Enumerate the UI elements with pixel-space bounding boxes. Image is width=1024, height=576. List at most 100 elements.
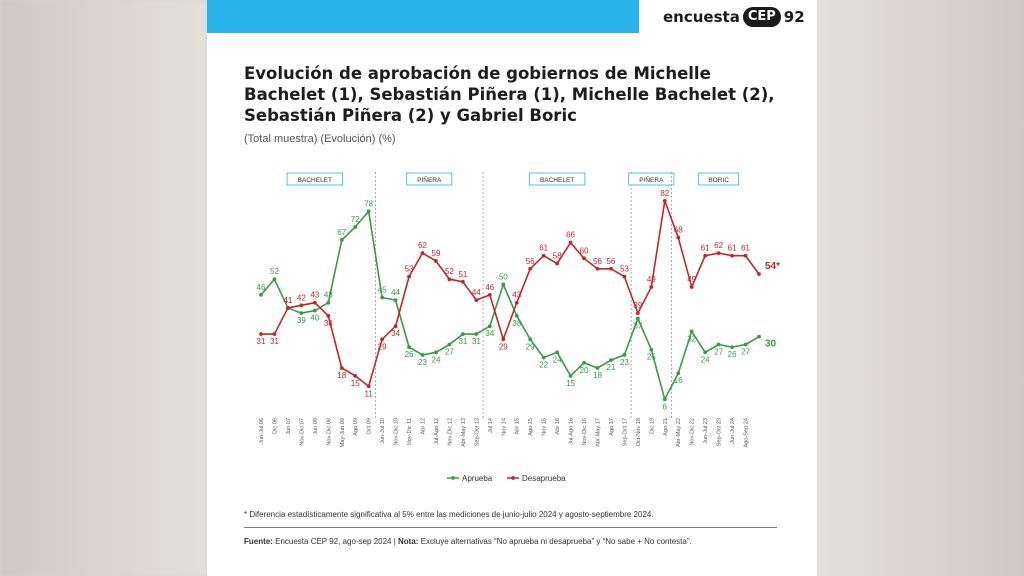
legend-swatch-point xyxy=(511,476,515,480)
aprueba-point xyxy=(622,353,627,357)
x-tick-label: Nov 15 xyxy=(542,418,548,436)
background-left xyxy=(0,0,207,576)
aprueba-data-label: 32 xyxy=(687,334,696,343)
desaprueba-point xyxy=(743,253,748,258)
desaprueba-point xyxy=(528,266,533,271)
aprueba-point xyxy=(757,334,761,339)
desaprueba-point xyxy=(514,300,519,305)
desaprueba-data-label: 56 xyxy=(526,257,535,266)
aprueba-point xyxy=(434,350,438,355)
aprueba-point xyxy=(743,342,748,347)
desaprueba-data-label: 66 xyxy=(566,231,575,240)
desaprueba-point xyxy=(541,253,546,258)
desaprueba-point xyxy=(272,332,277,336)
desaprueba-data-label: 61 xyxy=(728,244,737,253)
x-tick-label: Abr 16 xyxy=(555,418,561,434)
desaprueba-point xyxy=(501,337,506,342)
aprueba-data-label: 26 xyxy=(728,350,737,359)
aprueba-data-label: 67 xyxy=(337,228,346,237)
desaprueba-point xyxy=(286,306,290,310)
x-tick-label: Jun 07 xyxy=(286,418,292,435)
aprueba-point xyxy=(407,345,411,350)
x-tick-label: Nov-Dic 16 xyxy=(582,418,588,446)
aprueba-data-label: 26 xyxy=(405,350,414,359)
desaprueba-point xyxy=(299,303,304,308)
desaprueba-point xyxy=(662,198,667,203)
x-tick-label: Nov-Dic 11 xyxy=(407,418,413,445)
source-label: Fuente: xyxy=(244,537,273,546)
aprueba-point xyxy=(447,342,452,347)
desaprueba-data-label: 62 xyxy=(418,241,427,250)
desaprueba-data-label: 62 xyxy=(714,241,723,250)
aprueba-point xyxy=(460,332,465,336)
desaprueba-data-label: 59 xyxy=(432,249,441,258)
aprueba-data-label: 34 xyxy=(485,329,494,338)
desaprueba-data-label: 46 xyxy=(485,283,494,292)
desaprueba-data-label: 41 xyxy=(283,296,292,305)
aprueba-data-label: 46 xyxy=(257,283,266,292)
desaprueba-point xyxy=(649,285,654,289)
period-label: BACHELET xyxy=(298,177,332,184)
desaprueba-point xyxy=(568,240,573,245)
aprueba-point xyxy=(299,311,304,316)
x-tick-label: Abr-May 13 xyxy=(461,418,467,447)
aprueba-point xyxy=(528,337,533,342)
desaprueba-point xyxy=(609,266,613,271)
desaprueba-point xyxy=(757,272,761,276)
desaprueba-point xyxy=(326,313,331,318)
desaprueba-point xyxy=(703,253,708,258)
approval-line-chart: BACHELET PIÑERA BACHELET PIÑERA BORIC Jun-Jul… xyxy=(257,172,780,483)
desaprueba-data-label: 39 xyxy=(633,301,642,310)
desaprueba-data-label: 58 xyxy=(553,252,562,261)
aprueba-point xyxy=(312,308,317,313)
x-tick-label: May-Jun 09 xyxy=(340,418,346,447)
desaprueba-point xyxy=(366,384,371,389)
aprueba-data-label: 23 xyxy=(418,358,427,367)
desaprueba-point xyxy=(676,235,681,240)
desaprueba-data-label: 29 xyxy=(378,342,387,351)
desaprueba-point xyxy=(582,256,586,261)
desaprueba-data-label: 43 xyxy=(310,291,319,300)
desaprueba-point xyxy=(595,266,600,271)
footnote: * Diferencia estadísticamente significat… xyxy=(244,510,654,519)
aprueba-data-label: 27 xyxy=(741,348,750,357)
period-label-box xyxy=(628,172,675,186)
aprueba-data-label: 78 xyxy=(364,199,373,208)
desaprueba-data-label: 53 xyxy=(620,265,629,274)
x-tick-label: Ago 09 xyxy=(353,418,359,436)
aprueba-point xyxy=(541,355,546,360)
x-tick-label: Nov 14 xyxy=(501,418,507,436)
aprueba-data-label: 15 xyxy=(566,379,575,388)
desaprueba-point xyxy=(555,261,560,266)
desaprueba-point xyxy=(635,311,640,316)
brand-number: 92 xyxy=(783,8,805,26)
legend-desaprueba: Desaprueba xyxy=(522,474,566,483)
desaprueba-data-label: 42 xyxy=(297,293,306,302)
aprueba-line xyxy=(260,210,760,401)
desaprueba-line xyxy=(261,200,760,388)
aprueba-point xyxy=(339,238,344,242)
desaprueba-data-label: 52 xyxy=(445,267,454,276)
x-tick-label: Jun-Jul 24 xyxy=(730,418,736,444)
desaprueba-point xyxy=(259,332,263,336)
note-label: Nota: xyxy=(398,537,419,546)
period-label-box xyxy=(528,172,586,186)
x-tick-label: Nov-Dic 07 xyxy=(299,418,305,446)
header-bar xyxy=(207,0,639,33)
aprueba-point xyxy=(568,373,573,378)
aprueba-point xyxy=(595,366,600,370)
aprueba-point xyxy=(676,371,681,376)
aprueba-point xyxy=(555,350,560,355)
aprueba-point xyxy=(380,295,385,300)
chart-title: Evolución de aprobación de gobiernos de … xyxy=(244,64,775,125)
desaprueba-data-label: 54* xyxy=(765,261,780,272)
x-tick-label: Ago-Sep 24 xyxy=(744,418,750,448)
aprueba-data-label: 16 xyxy=(674,376,683,385)
x-tick-label: Jul 14 xyxy=(488,418,494,433)
aprueba-data-label: 45 xyxy=(378,286,387,295)
desaprueba-point xyxy=(420,251,425,256)
desaprueba-data-label: 61 xyxy=(539,244,548,253)
aprueba-point xyxy=(514,313,519,318)
aprueba-data-label: 24 xyxy=(553,355,562,364)
x-tick-label: Oct-Nov 18 xyxy=(636,418,642,446)
